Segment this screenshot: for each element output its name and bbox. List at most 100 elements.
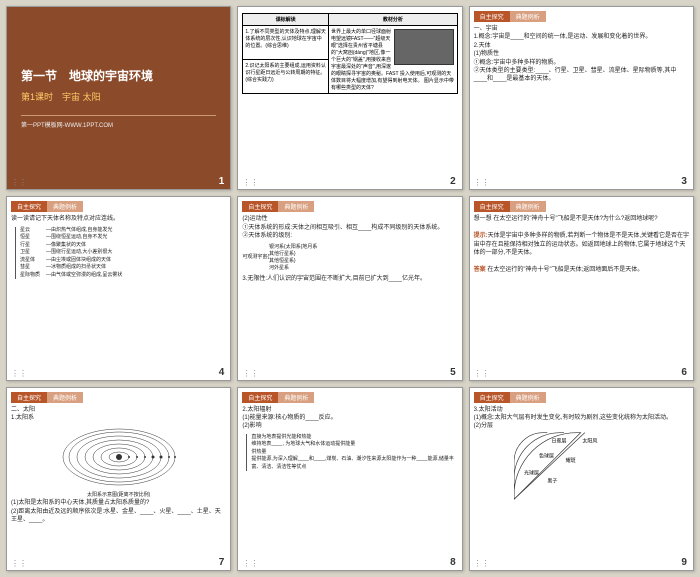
tab-active[interactable]: 自主探究: [11, 392, 47, 403]
handle-icon: ⋮⋮: [474, 178, 490, 187]
line-2: (2)距离太阳由近及远的顺序依次是:水星、金星、____、火星、____、土星、…: [11, 508, 226, 525]
tab-header: 自主探究 典题例析: [11, 201, 226, 212]
slide-7: 自主探究 典题例析 二、太阳 1.太阳系: [6, 387, 231, 571]
heading: 一、宇宙: [474, 25, 689, 33]
influence-tree: 直接为地表提供光能和热能 维持地表____, 为地球大气和水体运动提供能量 供热…: [246, 434, 457, 472]
content: 3.太阳活动 (1)概念:太阳大气层有时发生变化,有时较为剧烈,这些变化统称为太…: [474, 406, 689, 505]
tree-r: 由气体或空弥漫的组成,呈云雾状: [51, 272, 122, 280]
line-1: 1.概念:宇宙是____和空间的统一体,是运动、发展和变化着的世界。: [474, 33, 689, 41]
cell-1-1: 1.了解不同类型的天体及特点,理解天体系统的层次性,认识地球在宇宙中的位置。(综…: [243, 26, 329, 60]
tab-active[interactable]: 自主探究: [11, 201, 47, 212]
th-1: 课标解读: [243, 14, 329, 26]
hint-text: 天体是宇宙中多种多样的物质,若判断一个物体是不是天体,关键看它是否在宇宙中存在且…: [474, 233, 689, 256]
line-1: (2)运动性: [242, 215, 457, 223]
content: 二、太阳 1.太阳系 太阳系示意图(距离不按比例) (1): [11, 406, 226, 525]
tree-l2b: 其他恒星系: [269, 258, 294, 264]
main-title: 第一节 地球的宇宙环境: [21, 67, 216, 84]
tree-item: 提供能源,为深入理解____和____,煤炭、石油、潮汐性来源太阳能作为一种__…: [251, 456, 457, 471]
slide-1: 第一节 地球的宇宙环境 第1课时 宇宙 太阳 第一PPT模板网-WWW.1PPT…: [6, 6, 231, 190]
tree-l: 卫星: [20, 249, 46, 257]
tab-inactive[interactable]: 典题例析: [47, 201, 83, 212]
tree-l: 彗星: [20, 264, 46, 272]
heading-1: 二、太阳: [11, 406, 226, 414]
handle-icon: ⋮⋮: [242, 178, 258, 187]
tab-inactive[interactable]: 典题例析: [278, 201, 314, 212]
line-2: ①天体系统的形成:天体之间相互吸引、相互____构成不同级别的天体系统。: [242, 224, 457, 232]
tab-header: 自主探究 典题例析: [242, 201, 457, 212]
heading: 2.太阳辐射: [242, 406, 457, 414]
tree-l3a: 地月系: [302, 244, 317, 250]
tab-active[interactable]: 自主探究: [474, 392, 510, 403]
slide-number: 3: [681, 176, 687, 187]
line-1: (1)能量来源:核心物质的____反应。: [242, 414, 457, 422]
line-3: ②天体系统的级别:: [242, 232, 457, 240]
tree-item: 维持地表____, 为地球大气和水体运动提供能量: [251, 441, 457, 449]
tree-l: 行星: [20, 242, 46, 250]
tab-header: 自主探究 典题例析: [474, 11, 689, 22]
handle-icon: ⋮⋮: [242, 559, 258, 568]
content: 读一读请记下天体名称及特点对应连线。 星云 — 由炽热气体组成,自身能发光 恒星…: [11, 215, 226, 279]
handle-icon: ⋮⋮: [11, 178, 27, 187]
divider: [21, 115, 216, 116]
diagram-caption: 太阳系示意图(距离不按比例): [11, 492, 226, 499]
heading: 3.太阳活动: [474, 406, 689, 414]
tab-inactive[interactable]: 典题例析: [510, 201, 546, 212]
footer-text: 第一PPT模板网-WWW.1PPT.COM: [21, 120, 216, 129]
tab-inactive[interactable]: 典题例析: [510, 11, 546, 22]
line-3: (1)物质性: [474, 50, 689, 58]
slide-number: 8: [450, 557, 456, 568]
line-5: ②天体类型的主要类型:____、行星、卫星、彗星、流星体、星际物质等,其中___…: [474, 67, 689, 84]
tree-l: 星际物质: [20, 272, 46, 280]
answer-text: 在太空运行的"神舟十号"飞船是天体;返回地面后不是天体。: [487, 267, 643, 273]
tree-l: 恒星: [20, 234, 46, 242]
connection-tree: 星云 — 由炽热气体组成,自身能发光 恒星 — 围绕恒星运动,自身不发光 行星 …: [15, 227, 226, 280]
handle-icon: ⋮⋮: [242, 369, 258, 378]
line-1: (1)太阳是太阳系的中心天体,其质量占太阳系质量的?: [11, 499, 226, 507]
line-4: 3.无限性:人们认识的宇宙范围在不断扩大,目前已扩大到____亿光年。: [242, 275, 457, 283]
tab-inactive[interactable]: 典题例析: [510, 392, 546, 403]
content: (2)运动性 ①天体系统的形成:天体之间相互吸引、相互____构成不同级别的天体…: [242, 215, 457, 283]
slide-number: 5: [450, 367, 456, 378]
fan-label: 耀斑: [565, 457, 575, 464]
cell-2-1: 2.识记太阳系的主要组成,运用资料认识行星距日远近与公转周期的特征。(综合实践力…: [243, 60, 329, 94]
tab-active[interactable]: 自主探究: [242, 392, 278, 403]
tree-r: 围绕行星运动,大小差别很大: [51, 249, 112, 257]
slide-3: 自主探究 典题例析 一、宇宙 1.概念:宇宙是____和空间的统一体,是运动、发…: [469, 6, 694, 190]
tab-header: 自主探究 典题例析: [474, 201, 689, 212]
slide-9: 自主探究 典题例析 3.太阳活动 (1)概念:太阳大气层有时发生变化,有时较为剧…: [469, 387, 694, 571]
line-1: (1)概念:太阳大气层有时发生变化,有时较为剧烈,这些变化统称为太阳活动。: [474, 414, 689, 422]
heading-2: 1.太阳系: [11, 414, 226, 422]
sun-layers-fan: 日冕层 太阳风 色球层 耀斑 光球层 黑子: [514, 431, 614, 501]
sub-title: 第1课时 宇宙 太阳: [21, 90, 216, 103]
tab-active[interactable]: 自主探究: [474, 11, 510, 22]
handle-icon: ⋮⋮: [474, 369, 490, 378]
line-2: 2.天体: [474, 42, 689, 50]
intro: 读一读请记下天体名称及特点对应连线。: [11, 215, 226, 223]
slide-4: 自主探究 典题例析 读一读请记下天体名称及特点对应连线。 星云 — 由炽热气体组…: [6, 196, 231, 380]
content: 2.太阳辐射 (1)能量来源:核心物质的____反应。 (2)影响 直接为地表提…: [242, 406, 457, 472]
answer-label: 答案: [474, 267, 486, 273]
line-2: (2)影响: [242, 422, 457, 430]
cell-caption: 世界上最大的单口径球面射电望远镜FAST——"超级天眼"选择在贵州省平塘县的"大…: [329, 26, 458, 94]
slide-number: 9: [681, 557, 687, 568]
tab-active[interactable]: 自主探究: [242, 201, 278, 212]
slide-5: 自主探究 典题例析 (2)运动性 ①天体系统的形成:天体之间相互吸引、相互___…: [237, 196, 462, 380]
slide-number: 1: [219, 176, 225, 187]
content: 一、宇宙 1.概念:宇宙是____和空间的统一体,是运动、发展和变化着的世界。 …: [474, 25, 689, 84]
tree-r: 围绕恒星运动,自身不发光: [51, 234, 107, 242]
tree-r: 冰物质组成的扫帚状天体: [51, 264, 106, 272]
line-2: (2)分层: [474, 422, 689, 430]
fan-label: 色球层: [539, 452, 554, 459]
handle-icon: ⋮⋮: [11, 369, 27, 378]
tree-l1b: 河外星系: [269, 265, 317, 272]
tab-active[interactable]: 自主探究: [474, 201, 510, 212]
tab-inactive[interactable]: 典题例析: [47, 392, 83, 403]
question: 想一想 在太空运行的"神舟十号"飞船是不是天体?为什么?返回地球呢?: [474, 215, 689, 223]
tab-inactive[interactable]: 典题例析: [278, 392, 314, 403]
slide-number: 6: [681, 367, 687, 378]
fast-telescope-image: [394, 29, 454, 65]
tab-header: 自主探究 典题例析: [242, 392, 457, 403]
solar-system-diagram: [11, 422, 226, 492]
tab-header: 自主探究 典题例析: [474, 392, 689, 403]
content: 想一想 在太空运行的"神舟十号"飞船是不是天体?为什么?返回地球呢? 提示:天体…: [474, 215, 689, 274]
